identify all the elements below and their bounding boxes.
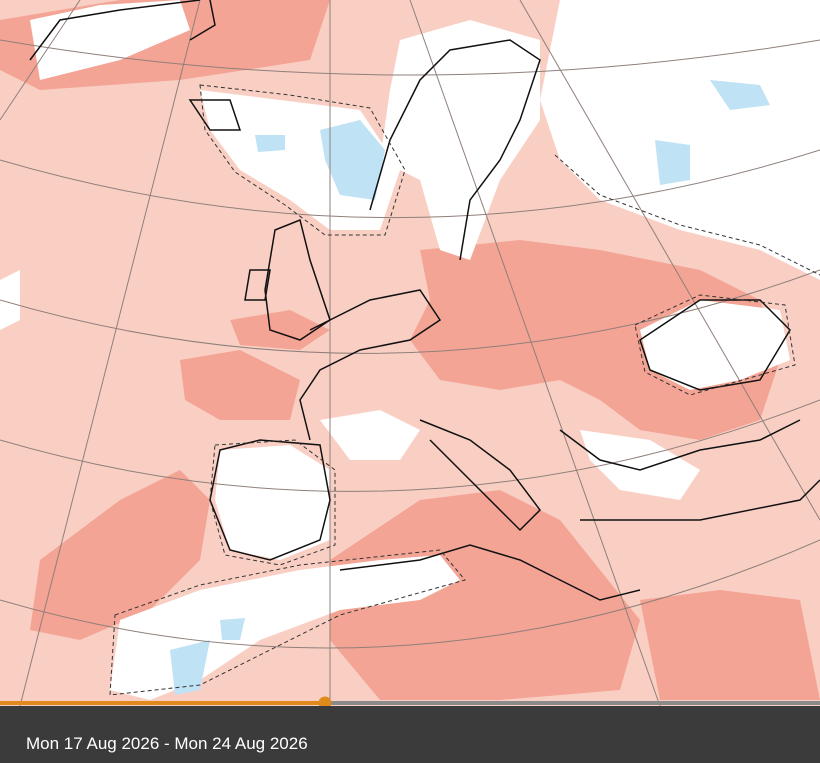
graticule: [0, 0, 820, 706]
anomaly-map: [0, 0, 820, 706]
slider-progress: [0, 701, 325, 705]
significance-contour: [109, 84, 820, 696]
coastline: [29, 0, 820, 601]
cool-anomaly: [170, 80, 770, 695]
slider-track: [0, 701, 820, 705]
date-range-label: Mon 17 Aug 2026 - Mon 24 Aug 2026: [26, 734, 308, 753]
timeline-bar: Mon 17 Aug 2026 - Mon 24 Aug 2026: [0, 706, 820, 763]
